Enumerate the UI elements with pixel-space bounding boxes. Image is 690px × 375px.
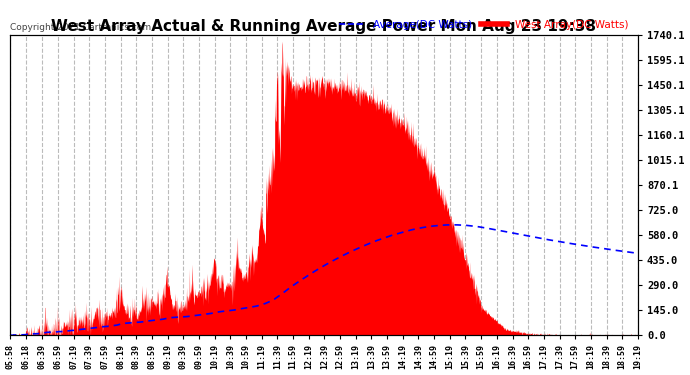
Text: Copyright 2021 Cartronics.com: Copyright 2021 Cartronics.com [10, 23, 151, 32]
Legend: Average(DC Watts), West Array(DC Watts): Average(DC Watts), West Array(DC Watts) [335, 16, 633, 34]
Title: West Array Actual & Running Average Power Mon Aug 23 19:38: West Array Actual & Running Average Powe… [52, 18, 596, 33]
